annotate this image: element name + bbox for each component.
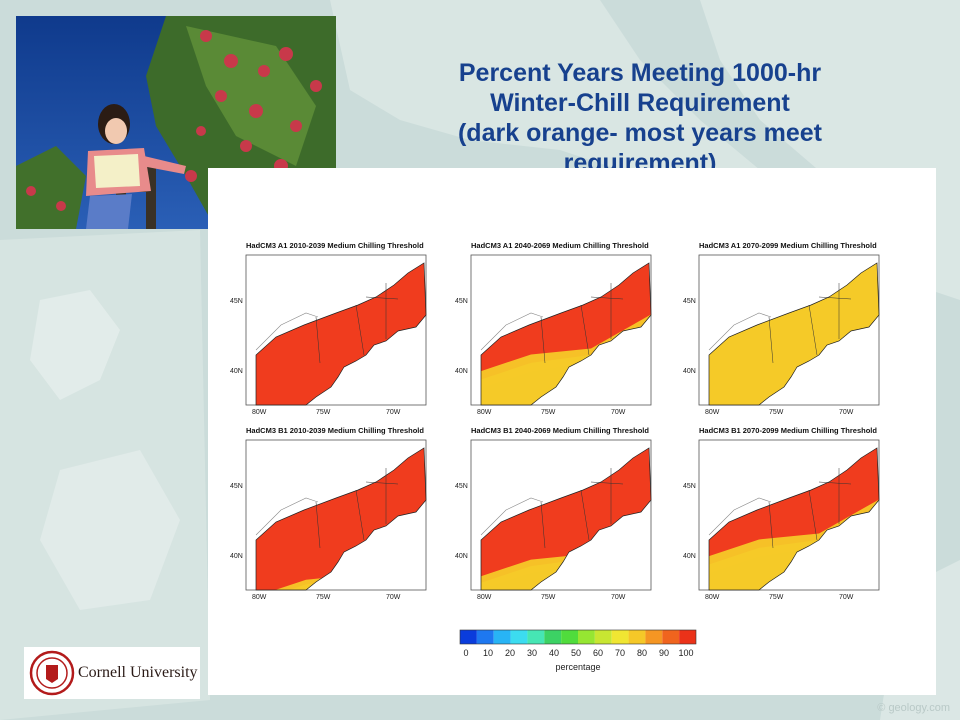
image-credit: © geology.com — [877, 702, 950, 714]
slide-title: Percent Years Meeting 1000-hr Winter-Chi… — [380, 58, 900, 178]
lon-label: 70W — [611, 594, 626, 601]
color-legend: 0 10 20 30 40 50 60 70 80 90 100 percentage — [458, 628, 708, 688]
map-title: HadCM3 B1 2070-2099 Medium Chilling Thre… — [699, 426, 877, 435]
lon-label: 80W — [705, 409, 720, 416]
legend-swatch — [476, 630, 494, 644]
legend-swatch — [510, 630, 528, 644]
legend-tick: 30 — [527, 648, 537, 658]
legend-swatch — [645, 630, 663, 644]
lat-label: 40N — [455, 368, 468, 375]
legend-swatch — [578, 630, 595, 644]
legend-swatch — [594, 630, 612, 644]
legend-swatch — [611, 630, 629, 644]
title-line-1: Percent Years Meeting 1000-hr — [458, 59, 822, 87]
lat-label: 45N — [683, 483, 696, 490]
legend-tick: 90 — [659, 648, 669, 658]
lon-label: 75W — [316, 594, 331, 601]
lon-label: 80W — [252, 409, 267, 416]
chill-map-b1-2010-2039: HadCM3 B1 2010-2039 Medium Chilling Thre… — [230, 426, 427, 601]
lon-label: 75W — [316, 409, 331, 416]
chill-map-a1-2010-2039: HadCM3 A1 2010-2039 Medium Chilling Thre… — [230, 241, 427, 416]
lon-label: 75W — [769, 594, 784, 601]
legend-tick: 20 — [505, 648, 515, 658]
chill-maps-panel: HadCM3 A1 2010-2039 Medium Chilling Thre… — [208, 168, 936, 695]
chill-map-a1-2040-2069: HadCM3 A1 2040-2069 Medium Chilling Thre… — [455, 241, 652, 416]
legend-swatch — [544, 630, 562, 644]
cornell-logo: Cornell University — [24, 647, 200, 699]
lon-label: 80W — [477, 594, 492, 601]
legend-tick: 10 — [483, 648, 493, 658]
lon-label: 70W — [611, 409, 626, 416]
map-title: HadCM3 B1 2010-2039 Medium Chilling Thre… — [246, 426, 424, 435]
chill-map-a1-2070-2099: HadCM3 A1 2070-2099 Medium Chilling Thre… — [683, 241, 880, 416]
legend-tick: 0 — [463, 648, 468, 658]
lat-label: 40N — [683, 368, 696, 375]
map-title: HadCM3 A1 2010-2039 Medium Chilling Thre… — [246, 241, 424, 250]
lat-label: 40N — [230, 553, 243, 560]
legend-tick: 70 — [615, 648, 625, 658]
legend-colorbar: 0 10 20 30 40 50 60 70 80 90 100 percentage — [459, 629, 697, 672]
lon-label: 70W — [839, 594, 854, 601]
lon-label: 70W — [386, 594, 401, 601]
lon-label: 70W — [839, 409, 854, 416]
legend-tick: 80 — [637, 648, 647, 658]
legend-swatch — [679, 630, 696, 644]
lat-label: 40N — [683, 553, 696, 560]
legend-label: percentage — [555, 662, 600, 672]
map-title: HadCM3 A1 2070-2099 Medium Chilling Thre… — [699, 241, 877, 250]
legend-swatch — [561, 630, 578, 644]
map-title: HadCM3 A1 2040-2069 Medium Chilling Thre… — [471, 241, 649, 250]
lat-label: 45N — [455, 483, 468, 490]
legend-swatch — [628, 630, 646, 644]
legend-swatch — [662, 630, 680, 644]
cornell-name: Cornell University — [78, 664, 198, 681]
lat-label: 45N — [455, 298, 468, 305]
lat-label: 45N — [230, 298, 243, 305]
lat-label: 45N — [683, 298, 696, 305]
legend-tick: 100 — [678, 648, 693, 658]
lon-label: 80W — [477, 409, 492, 416]
map-title: HadCM3 B1 2040-2069 Medium Chilling Thre… — [471, 426, 649, 435]
legend-tick: 50 — [571, 648, 581, 658]
lon-label: 75W — [541, 409, 556, 416]
legend-swatch — [527, 630, 545, 644]
chill-map-b1-2040-2069: HadCM3 B1 2040-2069 Medium Chilling Thre… — [455, 426, 652, 601]
lon-label: 75W — [541, 594, 556, 601]
legend-tick: 60 — [593, 648, 603, 658]
lon-label: 70W — [386, 409, 401, 416]
cornell-seal-icon — [29, 650, 75, 696]
title-line-3: (dark orange- most years meet — [457, 119, 823, 147]
chill-maps-grid: HadCM3 A1 2010-2039 Medium Chilling Thre… — [230, 241, 880, 601]
chill-map-b1-2070-2099: HadCM3 B1 2070-2099 Medium Chilling Thre… — [683, 426, 880, 601]
lat-label: 40N — [230, 368, 243, 375]
lat-label: 45N — [230, 483, 243, 490]
lon-label: 75W — [769, 409, 784, 416]
legend-swatch — [460, 630, 477, 644]
lon-label: 80W — [705, 594, 720, 601]
legend-swatch — [493, 630, 511, 644]
title-line-2: Winter-Chill Requirement — [490, 89, 790, 117]
lat-label: 40N — [455, 553, 468, 560]
lon-label: 80W — [252, 594, 267, 601]
legend-tick: 40 — [549, 648, 559, 658]
